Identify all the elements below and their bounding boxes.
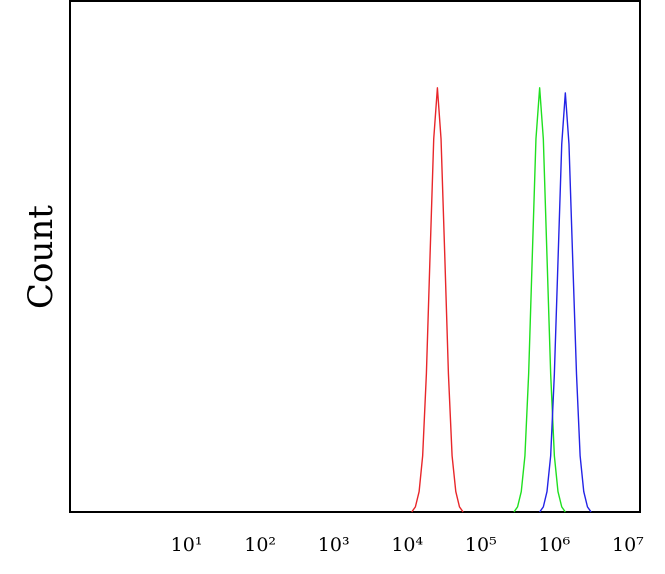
x-tick-label: 10⁴ [391,534,423,556]
histogram-line [513,87,566,513]
histogram-line [411,87,464,513]
x-tick-label: 10² [244,534,276,556]
x-tick-label: 10⁷ [612,534,644,556]
x-tick-label: 10⁵ [465,534,497,556]
histogram-line [539,92,592,513]
x-tick-label: 10¹ [171,534,203,556]
plot-frame [69,0,641,513]
x-tick-label: 10³ [318,534,350,556]
y-axis-label: Count [21,205,61,309]
x-tick-label: 10⁶ [538,534,570,556]
